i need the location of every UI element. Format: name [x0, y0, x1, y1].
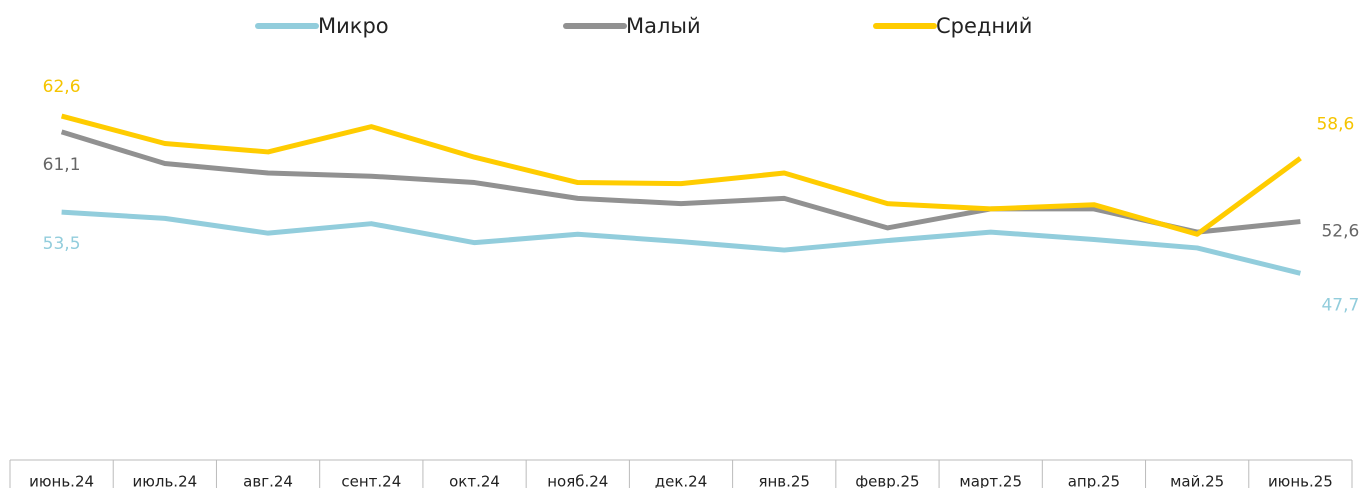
x-tick-label: апр.25: [1068, 473, 1120, 488]
x-tick-label: дек.24: [655, 473, 708, 488]
series-line: [60, 129, 1301, 235]
value-label: 47,7: [1321, 295, 1359, 315]
x-tick-label: март.25: [959, 473, 1022, 488]
series-line: [60, 113, 1302, 237]
legend-label: Микро: [318, 14, 389, 38]
value-label: 52,6: [1321, 222, 1359, 242]
series-line: [61, 209, 1301, 276]
x-tick-label: июнь.25: [1268, 473, 1333, 488]
value-label: 62,6: [43, 77, 81, 97]
x-tick-label: янв.25: [758, 473, 810, 488]
legend-label: Средний: [936, 14, 1032, 38]
value-label: 58,6: [1316, 114, 1354, 134]
x-tick-label: окт.24: [449, 473, 500, 488]
x-tick-label: май.25: [1170, 473, 1224, 488]
x-tick-label: июнь.24: [29, 473, 94, 488]
value-label: 61,1: [43, 155, 81, 175]
x-tick-label: авг.24: [243, 473, 293, 488]
legend-label: Малый: [626, 14, 701, 38]
x-tick-label: нояб.24: [547, 473, 608, 488]
x-tick-label: февр.25: [855, 473, 919, 488]
value-label: 53,5: [43, 234, 81, 254]
x-tick-label: сент.24: [341, 473, 401, 488]
x-tick-label: июль.24: [133, 473, 198, 488]
